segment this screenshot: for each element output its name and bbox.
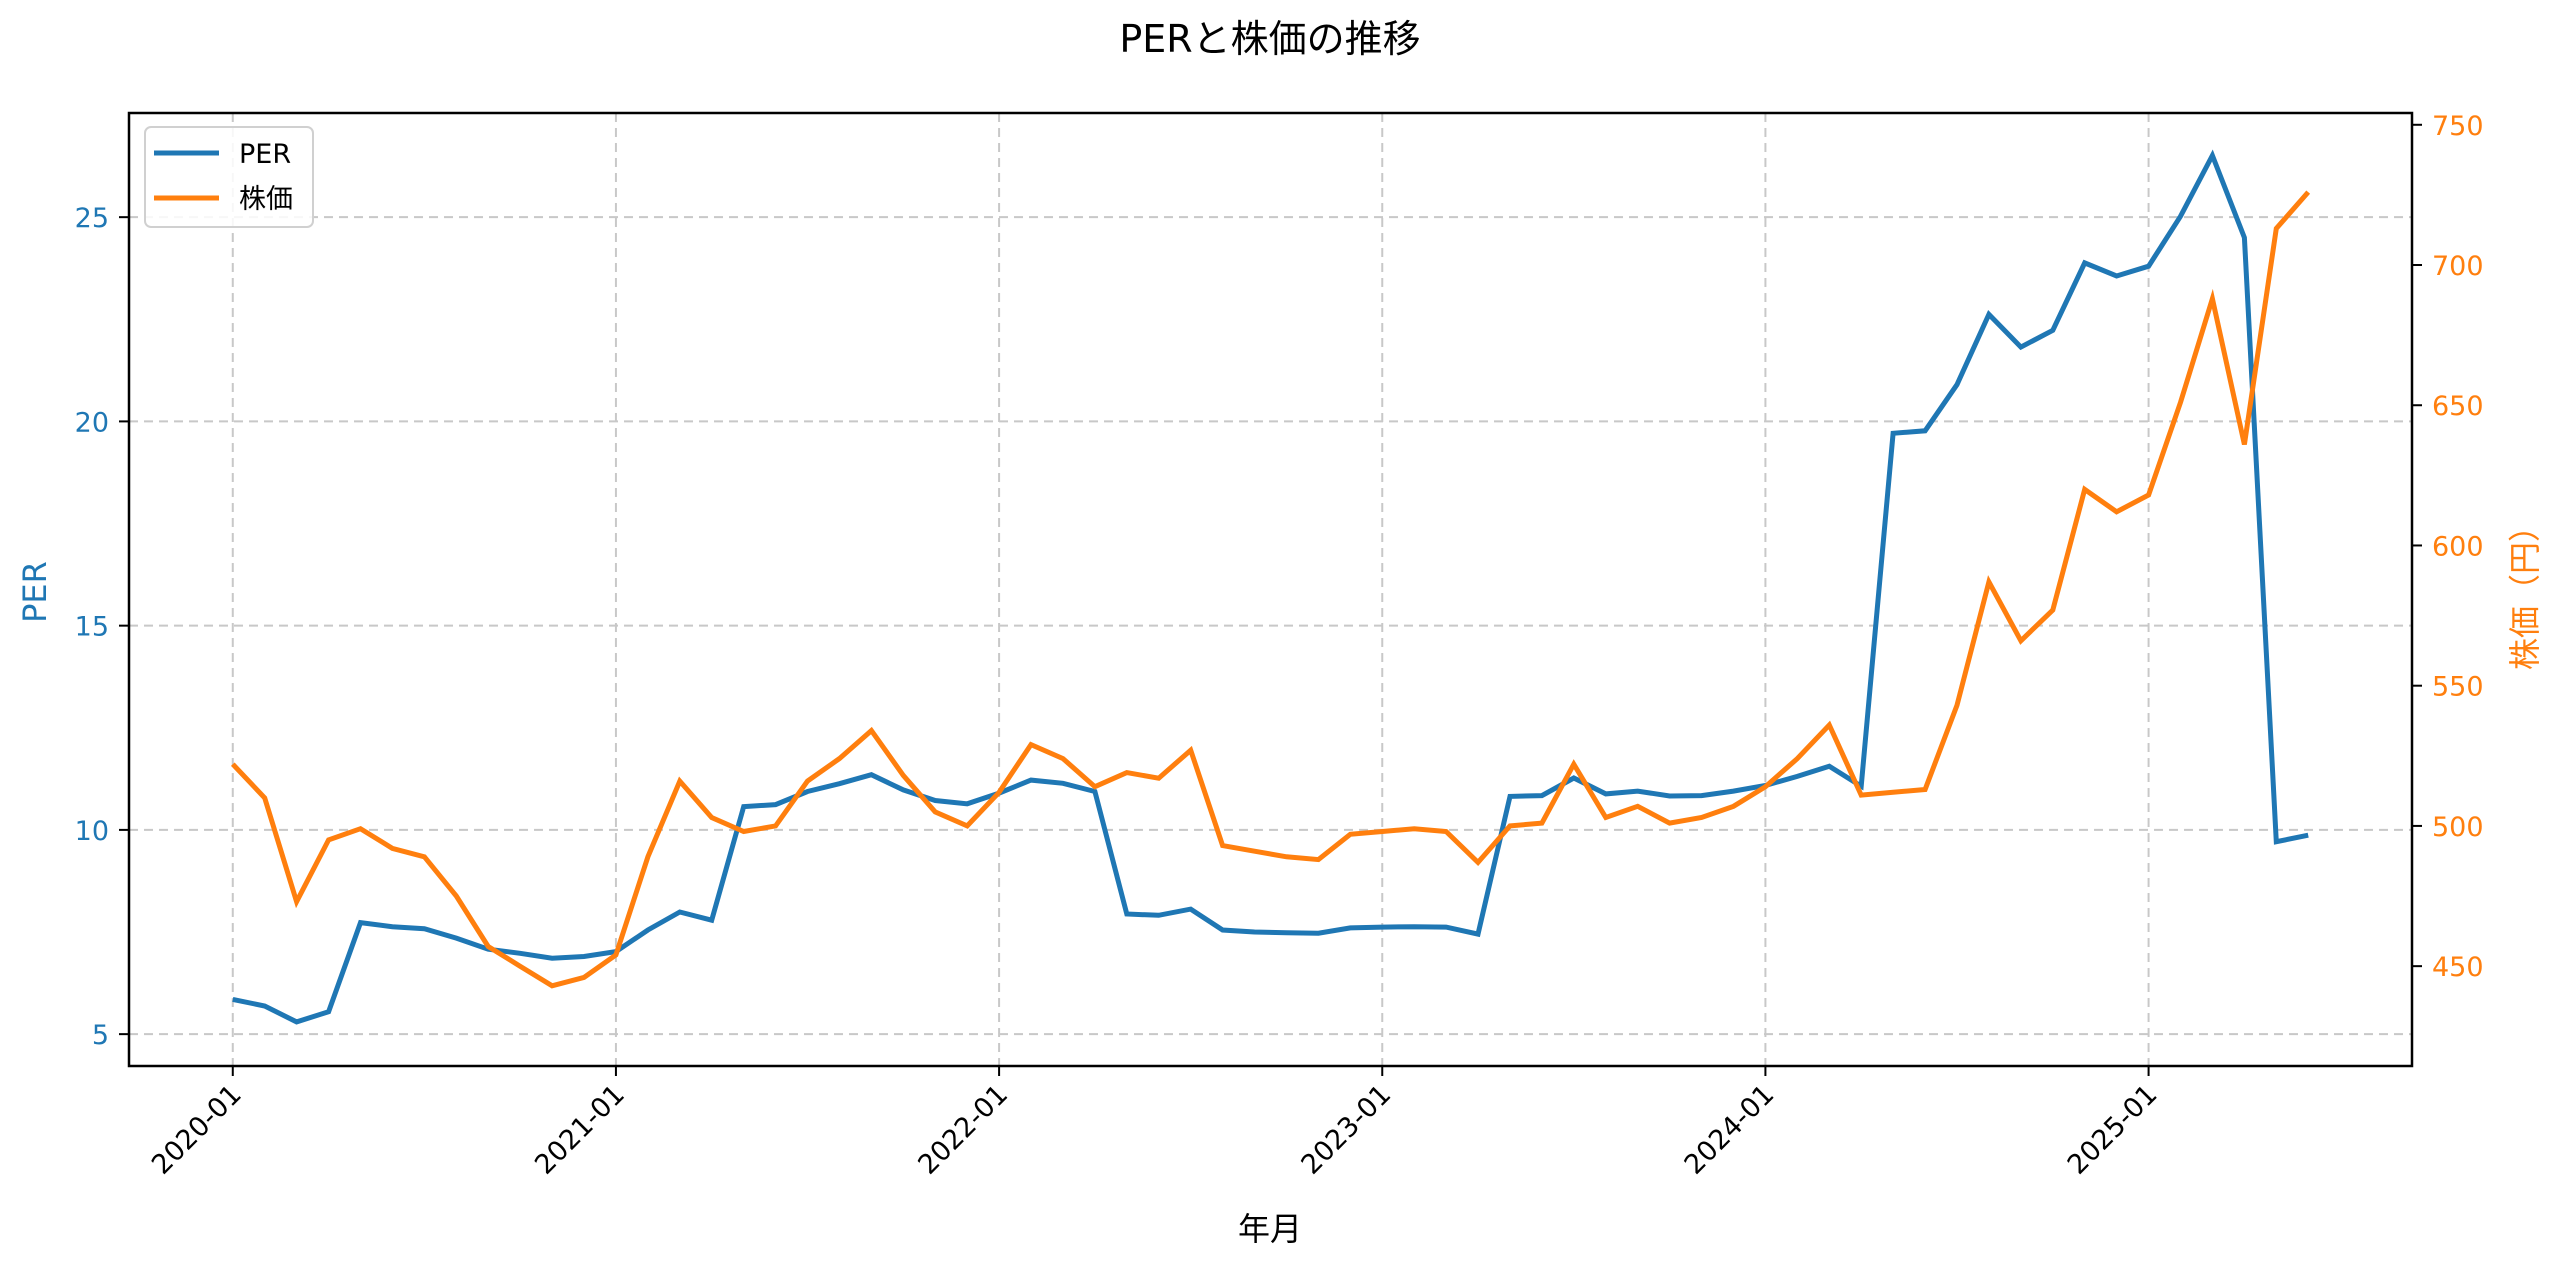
legend-per-label: PER bbox=[239, 139, 291, 170]
right-y-tick-label: 650 bbox=[2432, 391, 2484, 422]
right-y-tick-label: 750 bbox=[2432, 111, 2484, 142]
left-y-tick-label: 10 bbox=[75, 816, 109, 847]
grid-lines bbox=[129, 113, 2412, 1066]
plot-area bbox=[127, 111, 2414, 1068]
right-y-tick-label: 600 bbox=[2432, 531, 2484, 562]
per-series bbox=[232, 149, 2309, 1025]
left-y-tick-label: 25 bbox=[75, 203, 109, 234]
right-y-tick-label: 700 bbox=[2432, 251, 2484, 282]
legend: PER 株価 bbox=[144, 126, 314, 228]
left-y-axis-label: PER bbox=[16, 561, 54, 623]
legend-price-label: 株価 bbox=[239, 184, 293, 215]
left-y-tick-label: 15 bbox=[75, 612, 109, 643]
axes-frame bbox=[127, 111, 2414, 1068]
left-y-axis-ticks: 5 10 15 20 25 bbox=[75, 203, 129, 1051]
left-y-tick-label: 20 bbox=[75, 407, 109, 438]
price-line bbox=[230, 190, 2311, 989]
right-y-axis-ticks: 450 500 550 600 650 700 750 bbox=[2412, 111, 2484, 983]
right-y-tick-label: 500 bbox=[2432, 812, 2484, 843]
left-y-tick-label: 5 bbox=[92, 1020, 109, 1051]
price-series bbox=[230, 190, 2311, 989]
right-y-axis-label: 株価（円） bbox=[2506, 510, 2544, 670]
per-line bbox=[232, 149, 2309, 1025]
chart-title: PERと株価の推移 bbox=[1119, 17, 1420, 61]
x-axis-label: 年月 bbox=[1238, 1210, 1302, 1248]
right-y-tick-label: 550 bbox=[2432, 672, 2484, 703]
right-y-tick-label: 450 bbox=[2432, 952, 2484, 983]
